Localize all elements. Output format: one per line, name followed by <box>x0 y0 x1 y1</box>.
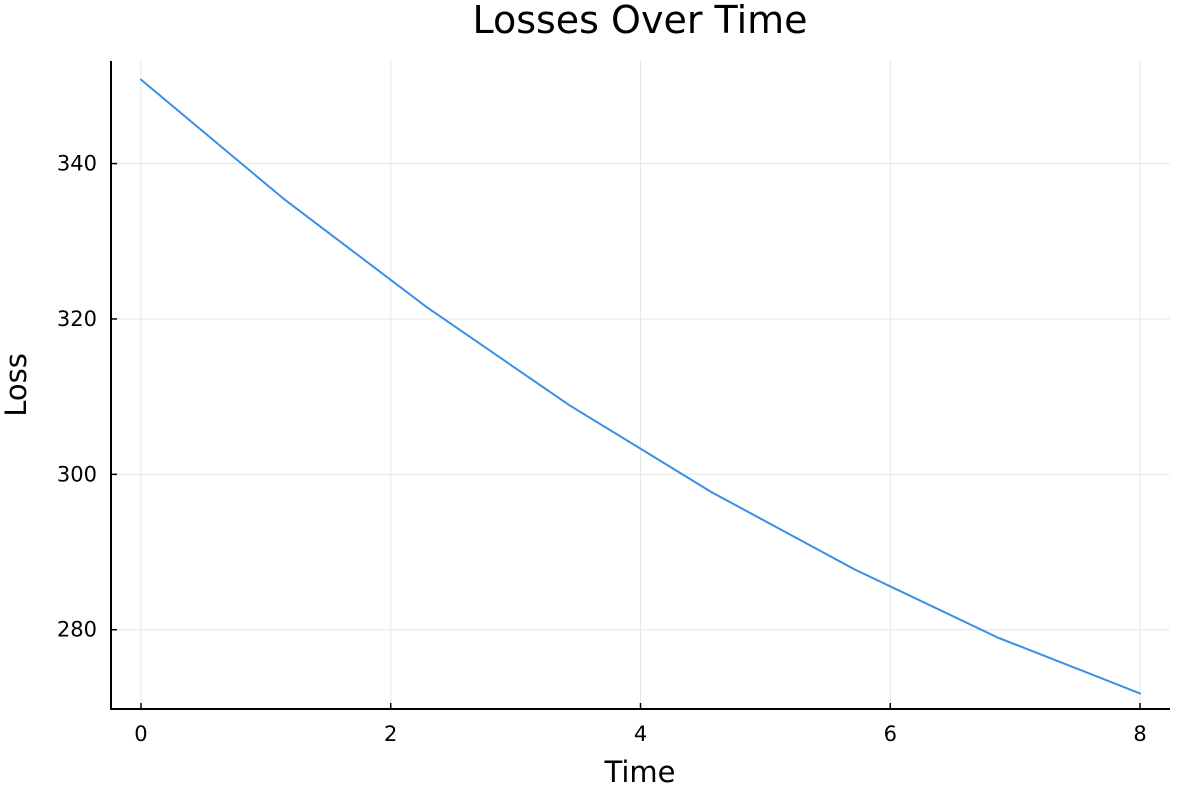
x-tick-label: 0 <box>134 722 147 746</box>
x-tick-label: 6 <box>884 722 897 746</box>
y-axis-label: Loss <box>0 353 33 417</box>
grid-lines <box>111 61 1170 709</box>
y-tick-label: 280 <box>57 618 97 642</box>
x-tick-label: 4 <box>634 722 647 746</box>
series-lines <box>139 78 1142 695</box>
y-tick-label: 300 <box>57 462 97 486</box>
tick-labels: 0 2 4 6 8 280 300 320 340 <box>57 152 1147 746</box>
x-tick-label: 8 <box>1133 722 1146 746</box>
y-tick-label: 320 <box>57 307 97 331</box>
tick-marks <box>111 162 1141 709</box>
series-line <box>139 78 1142 695</box>
x-axis-label: Time <box>604 755 676 789</box>
chart-title: Losses Over Time <box>472 0 807 42</box>
y-tick-label: 340 <box>57 152 97 176</box>
x-tick-label: 2 <box>384 722 397 746</box>
